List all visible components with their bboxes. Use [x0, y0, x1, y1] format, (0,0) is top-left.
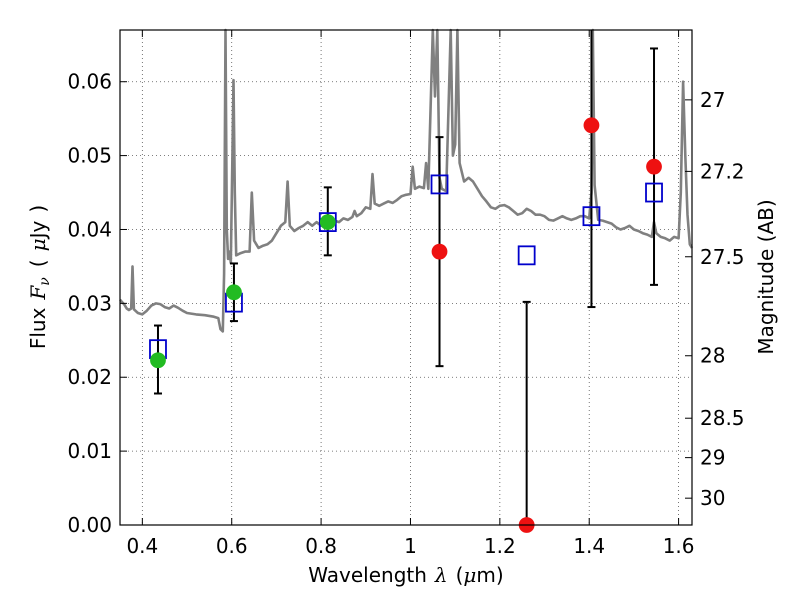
square-marker: [318, 212, 337, 232]
x-tick-label: 0.4: [126, 534, 158, 558]
circle-marker: [150, 352, 166, 369]
y-label-symbol: F: [26, 285, 50, 301]
x-tick-label: 1.4: [573, 534, 605, 558]
y-label-prefix: Flux: [26, 307, 50, 349]
x-label-unit-rest: m): [476, 563, 503, 587]
x-axis-ticks: 0.4 0.6 0.8 1 1.2 1.4 1.6: [126, 30, 695, 558]
x-tick-label: 1.2: [484, 534, 516, 558]
x-label-prefix: Wavelength: [308, 563, 427, 587]
circle-markers: [150, 117, 662, 533]
circle-marker: [319, 214, 336, 230]
x-tick-label: 0.8: [305, 534, 337, 558]
y-tick-label: 0.00: [67, 513, 112, 537]
plot-frame: [119, 29, 693, 526]
y2-tick-label: 27: [700, 88, 725, 112]
y-label-unit-mu: μ: [26, 238, 50, 251]
x-tick-label: 1.6: [663, 534, 695, 558]
y-tick-label: 0.02: [67, 365, 112, 389]
y2-tick-label: 27.2: [700, 159, 745, 183]
x-tick-label: 0.6: [216, 534, 248, 558]
x-axis-label: Wavelength λ (μm): [308, 563, 503, 587]
square-marker: [645, 182, 663, 203]
y2-tick-label: 30: [700, 486, 725, 510]
y2-tick-label: 29: [700, 446, 725, 470]
y2-axis-label: Magnitude (AB): [754, 199, 778, 354]
x-label-unit-open: (: [456, 563, 464, 587]
y2-tick-label: 27.5: [700, 245, 745, 269]
x-label-symbol: λ: [434, 563, 448, 587]
y-tick-label: 0.05: [67, 144, 112, 168]
y-label-unit-rest: Jy: [26, 220, 50, 240]
y-tick-label: 0.03: [67, 291, 112, 315]
y-axis-label: Flux Fν ( μJy): [26, 205, 53, 349]
circle-marker: [583, 117, 600, 134]
error-bars: [153, 30, 659, 526]
x-label-unit-mu: μ: [463, 563, 476, 587]
y2-tick-label: 28.5: [700, 406, 745, 430]
square-marker: [582, 206, 601, 227]
y-label-unit-open: (: [26, 259, 50, 267]
square-marker: [430, 174, 449, 195]
x-tick-label: 1: [404, 534, 417, 558]
y-label-sub: ν: [37, 277, 53, 286]
circle-marker: [226, 284, 242, 301]
y-label-unit-close: ): [26, 205, 50, 213]
circle-marker: [431, 243, 448, 260]
model-spectrum: [119, 28, 694, 333]
y2-axis-ticks: 27 27.2 27.5 28 28.5 29 30: [685, 88, 745, 510]
y-tick-label: 0.01: [67, 439, 112, 463]
square-marker: [517, 245, 536, 266]
grid-lines: [120, 30, 692, 526]
y-axis-ticks: 0.00 0.01 0.02 0.03 0.04 0.05 0.06: [67, 70, 127, 537]
circle-marker: [646, 158, 662, 175]
y-tick-label: 0.06: [67, 70, 112, 94]
blue-square-markers: [149, 174, 663, 360]
y-tick-label: 0.04: [67, 217, 112, 241]
y2-tick-label: 28: [700, 344, 725, 368]
spectrum-line: [119, 28, 694, 333]
